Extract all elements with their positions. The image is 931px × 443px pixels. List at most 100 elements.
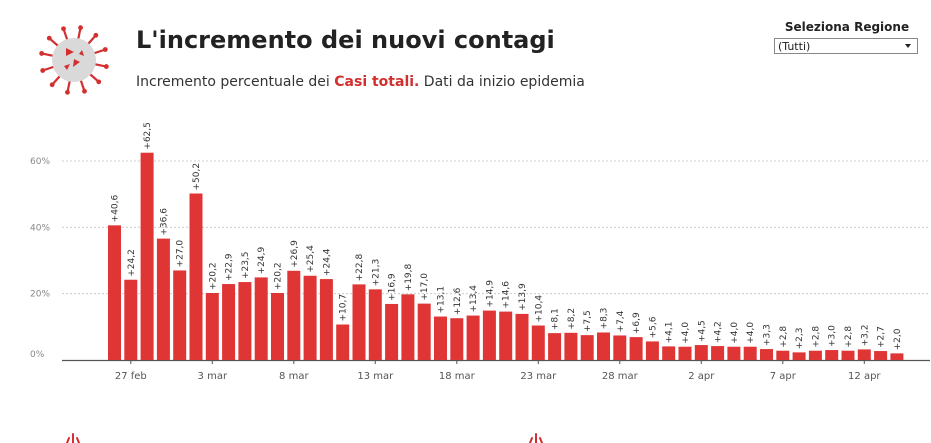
bar-value-label: +4,0 — [746, 322, 756, 344]
bar — [515, 313, 529, 360]
subtitle-prefix: Incremento percentuale dei — [136, 74, 335, 90]
bar — [417, 303, 431, 360]
bar-value-label: +20,2 — [274, 262, 284, 290]
bar-value-label: +2,7 — [877, 326, 887, 348]
bar — [319, 279, 333, 360]
bar — [597, 332, 610, 360]
bar — [629, 337, 643, 360]
bar-value-label: +62,5 — [143, 122, 153, 150]
bar-value-label: +24,2 — [127, 249, 137, 277]
bar-value-label: +14,6 — [502, 281, 512, 309]
bar-value-label: +16,9 — [388, 273, 398, 301]
bar-value-label: +4,2 — [714, 321, 724, 343]
virus-icon — [39, 25, 109, 95]
x-tick-label: 12 apr — [848, 371, 881, 382]
x-tick-label: 23 mar — [520, 371, 557, 382]
bar — [564, 332, 578, 360]
bar — [678, 346, 692, 360]
bar — [352, 284, 366, 360]
subtitle-suffix: Dati da inizio epidemia — [419, 74, 585, 90]
bar-value-label: +8,1 — [551, 308, 561, 330]
bar-value-label: +4,0 — [730, 322, 740, 344]
bar — [857, 349, 871, 360]
bar-value-label: +12,6 — [453, 287, 463, 315]
bar-value-label: +24,4 — [322, 248, 332, 276]
bar — [254, 277, 268, 360]
bar — [368, 289, 382, 360]
bar — [890, 353, 904, 360]
bar — [776, 350, 790, 360]
bar — [694, 345, 708, 360]
bar — [238, 282, 252, 360]
bar-chart: 0% 20% 40% 60% +40,6 +24,2 +62,5 +36,6 +27,0 +50,… — [30, 122, 930, 382]
bar — [140, 152, 154, 360]
bar — [808, 350, 822, 360]
region-select[interactable]: (Tutti) — [774, 38, 918, 54]
bar-value-label: +7,5 — [583, 310, 593, 332]
bar — [841, 350, 855, 360]
bar — [173, 270, 187, 360]
region-select-label: Seleziona Regione — [784, 20, 910, 34]
x-tick-label: 2 apr — [688, 371, 715, 382]
subtitle-highlight: Casi totali. — [334, 74, 420, 90]
bar — [825, 350, 839, 360]
bar — [760, 349, 773, 360]
bar-value-label: +2,0 — [893, 328, 903, 350]
bar-value-label: +3,0 — [828, 325, 838, 347]
bar — [124, 279, 138, 360]
bar — [645, 341, 659, 360]
chevron-down-icon — [905, 44, 911, 48]
bar-value-label: +5,6 — [648, 316, 658, 338]
bar — [711, 346, 725, 360]
bar-value-label: +10,7 — [339, 294, 349, 322]
x-tick-label: 13 mar — [357, 371, 394, 382]
x-tick-label: 7 apr — [770, 371, 797, 382]
bar — [662, 346, 676, 360]
bar-value-label: +24,9 — [257, 247, 267, 275]
bar — [434, 316, 447, 360]
bar-value-label: +40,6 — [111, 194, 121, 222]
bar — [743, 346, 757, 360]
bar-value-label: +2,3 — [795, 328, 805, 350]
bar — [548, 333, 562, 360]
bar — [189, 193, 203, 360]
bar — [499, 311, 513, 360]
bar-value-label: +27,0 — [176, 240, 186, 268]
bar-value-label: +8,2 — [567, 308, 577, 330]
bar-value-label: +22,9 — [225, 253, 235, 281]
bar — [303, 275, 317, 360]
bar — [613, 335, 627, 360]
bar — [108, 225, 121, 360]
bar-value-label: +26,9 — [290, 240, 300, 268]
x-tick-label: 27 feb — [115, 371, 147, 382]
bar — [205, 293, 219, 360]
page-title: L'incremento dei nuovi contagi — [136, 26, 555, 54]
bar-value-label: +13,1 — [437, 286, 447, 314]
page-subtitle: Incremento percentuale dei Casi totali. … — [136, 74, 585, 90]
bar-value-label: +21,3 — [371, 259, 381, 287]
bar-value-label: +20,2 — [208, 262, 218, 290]
bar — [450, 318, 464, 360]
y-tick-label: 40% — [30, 223, 50, 233]
region-select-value: (Tutti) — [778, 40, 811, 53]
bar-value-label: +4,1 — [665, 322, 675, 344]
bar-value-label: +17,0 — [420, 273, 430, 301]
y-tick-label: 0% — [30, 350, 45, 360]
bar-value-label: +3,2 — [860, 325, 870, 347]
x-tick-label: 3 mar — [198, 371, 228, 382]
bar — [874, 351, 888, 360]
x-tick-label: 8 mar — [279, 371, 309, 382]
bar-value-label: +13,9 — [518, 283, 528, 311]
bar-value-label: +2,8 — [779, 326, 789, 348]
x-tick-label: 18 mar — [439, 371, 476, 382]
bar — [156, 238, 170, 360]
bar-value-label: +23,5 — [241, 251, 251, 279]
bar — [792, 352, 806, 360]
bar-value-label: +2,8 — [811, 326, 821, 348]
bar — [271, 293, 284, 360]
bar-value-label: +3,3 — [763, 324, 773, 346]
bar-value-label: +50,2 — [192, 163, 202, 191]
bar — [401, 294, 415, 360]
bar — [466, 315, 480, 360]
bar — [580, 335, 594, 360]
